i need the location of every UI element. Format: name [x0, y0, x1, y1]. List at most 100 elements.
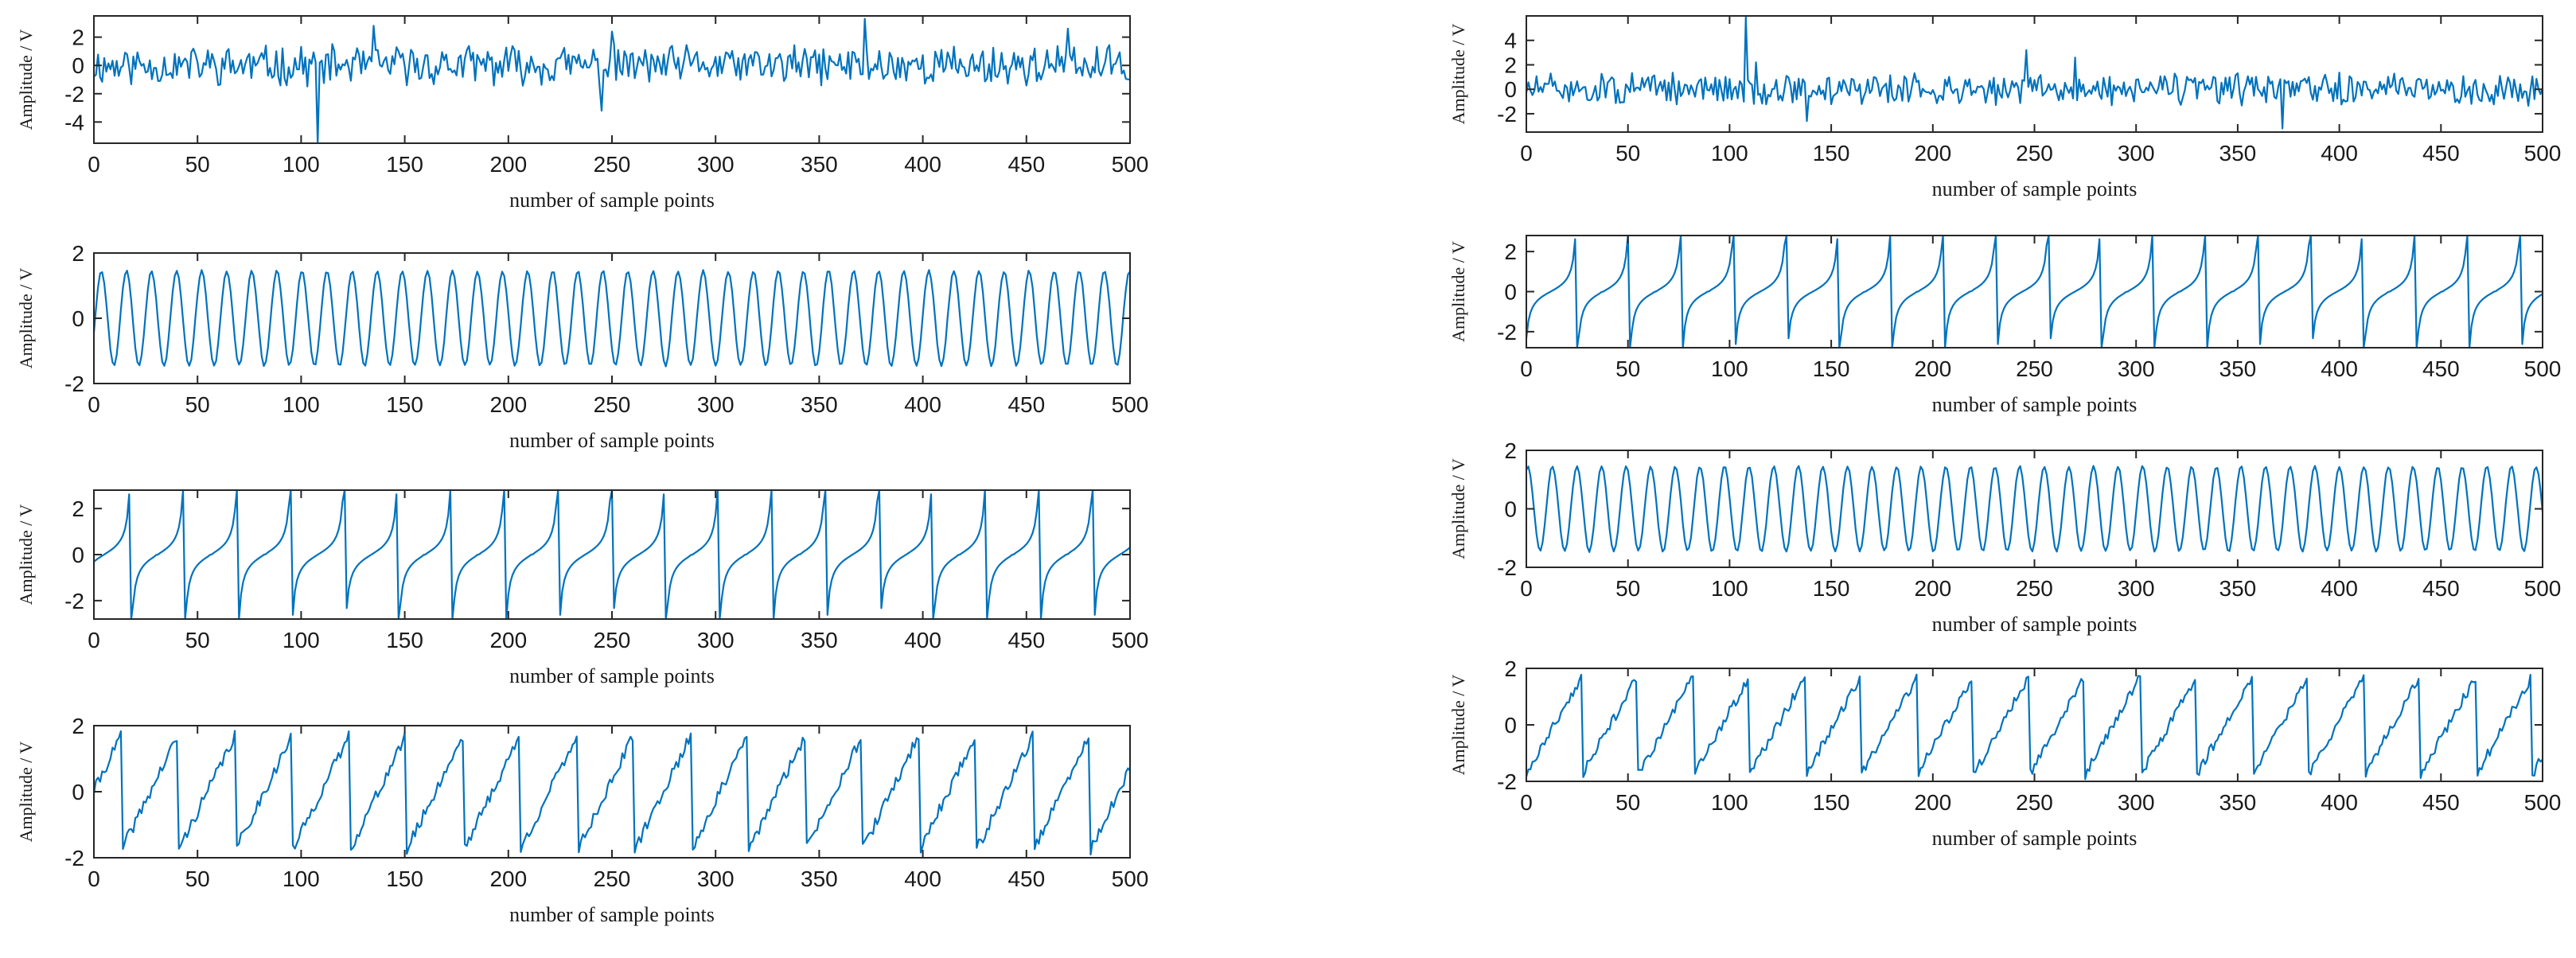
x-tick-label: 200: [1914, 356, 1951, 381]
x-tick-label: 400: [904, 392, 941, 417]
x-tick-label: 250: [594, 866, 631, 891]
x-tick-label: 400: [904, 628, 941, 652]
y-tick-label: 0: [1504, 497, 1517, 522]
x-tick-label: 200: [489, 152, 527, 177]
x-tick-label: 400: [2321, 141, 2358, 166]
x-tick-label: 400: [2321, 576, 2358, 601]
x-tick-label: 50: [185, 152, 210, 177]
series-line: [92, 730, 1131, 856]
x-tick-label: 400: [2321, 790, 2358, 815]
x-tick-label: 150: [386, 866, 423, 891]
x-tick-label: 0: [88, 152, 100, 177]
subplot-left-4: 0 50 100 150 200 250 300 350 400 450 50020-2number…: [16, 714, 1148, 926]
x-tick-label: 50: [1615, 790, 1640, 815]
x-tick-label: 300: [697, 628, 735, 652]
x-tick-label: 250: [2016, 141, 2053, 166]
x-tick-label: 150: [386, 152, 423, 177]
x-axis-label: number of sample points: [1932, 827, 2138, 850]
x-tick-label: 350: [2219, 141, 2257, 166]
series-line: [1525, 16, 2544, 130]
x-tick-label: 50: [1615, 141, 1640, 166]
x-tick-label: 300: [697, 866, 735, 891]
x-tick-label: 450: [1007, 392, 1045, 417]
x-tick-label: 0: [88, 866, 100, 891]
x-tick-label: 450: [2422, 576, 2460, 601]
x-tick-label: 350: [801, 152, 838, 177]
x-tick-label: 100: [283, 866, 320, 891]
x-tick-label: 150: [1813, 356, 1850, 381]
series-line: [93, 489, 1131, 621]
y-tick-label: 2: [1504, 438, 1517, 463]
x-tick-label: 500: [1112, 628, 1149, 652]
plot-frame: [1526, 450, 2543, 568]
y-tick-label: -2: [64, 846, 84, 870]
y-tick-label: 0: [72, 306, 84, 331]
x-tick-label: 100: [1711, 141, 1748, 166]
subplot-right-3: 0 50 100 150 200 250 300 350 400 450 50020-2number…: [1448, 438, 2561, 636]
x-tick-label: 50: [185, 628, 210, 652]
x-tick-label: 150: [386, 628, 423, 652]
series-line: [1526, 465, 2544, 553]
x-tick-label: 450: [2422, 790, 2460, 815]
subplot-right-1: 0 50 100 150 200 250 300 350 400 450 500420-2numbe…: [1448, 15, 2562, 201]
x-tick-label: 50: [185, 392, 210, 417]
y-tick-label: -2: [1497, 769, 1517, 794]
x-tick-label: 400: [904, 866, 941, 891]
y-tick-label: 0: [72, 780, 84, 804]
plot-frame: [1526, 15, 2543, 133]
series-line: [1525, 234, 2543, 349]
x-tick-label: 200: [489, 866, 527, 891]
y-tick-label: 2: [72, 714, 84, 738]
x-tick-label: 300: [697, 392, 735, 417]
subplot-right-2: 0 50 100 150 200 250 300 350 400 450 50020-2number…: [1448, 234, 2561, 416]
x-tick-label: 300: [2118, 356, 2155, 381]
subplot-left-1: 0 50 100 150 200 250 300 350 400 450 500 2 0 -2 -4 numb…: [16, 15, 1148, 212]
y-tick-label: 2: [72, 25, 84, 50]
x-tick-label: 300: [2118, 576, 2155, 601]
x-tick-label: 450: [2422, 141, 2460, 166]
y-tick-label: -2: [64, 589, 84, 613]
x-tick-label: 0: [1520, 790, 1533, 815]
x-axis-label: number of sample points: [509, 429, 715, 452]
y-tick-label: -4: [64, 110, 84, 134]
x-tick-label: 350: [801, 392, 838, 417]
x-axis-label: number of sample points: [509, 189, 715, 212]
y-tick-label: -2: [1497, 320, 1517, 345]
x-tick-label: 500: [1112, 392, 1149, 417]
x-tick-label: 100: [283, 628, 320, 652]
x-tick-label: 100: [283, 152, 320, 177]
x-tick-label: 200: [1914, 790, 1951, 815]
x-tick-label: 250: [594, 392, 631, 417]
x-tick-label: 450: [1007, 152, 1045, 177]
x-tick-label: 100: [283, 392, 320, 417]
y-axis-label: Amplitude / V: [16, 504, 36, 606]
x-tick-label: 100: [1711, 356, 1748, 381]
x-tick-label: 300: [2118, 141, 2155, 166]
x-tick-label: 50: [1615, 356, 1640, 381]
x-tick-label: 250: [594, 628, 631, 652]
x-tick-label: 0: [88, 628, 100, 652]
x-tick-label: 200: [489, 628, 527, 652]
x-tick-label: 350: [801, 866, 838, 891]
x-axis-label: number of sample points: [509, 664, 715, 687]
x-tick-label: 0: [88, 392, 100, 417]
x-tick-label: 150: [1813, 790, 1850, 815]
y-tick-label: 2: [72, 497, 84, 521]
plot-frame: [93, 252, 1131, 384]
series-line: [93, 18, 1131, 145]
y-axis-label: Amplitude / V: [16, 742, 36, 843]
y-tick-label: 0: [1504, 713, 1517, 738]
x-tick-label: 250: [2016, 356, 2053, 381]
y-axis-label: Amplitude / V: [16, 29, 36, 130]
x-tick-label: 200: [1914, 141, 1951, 166]
x-tick-label: 150: [1813, 576, 1850, 601]
x-axis-label: number of sample points: [1932, 613, 2138, 636]
x-tick-label: 150: [1813, 141, 1850, 166]
x-tick-label: 500: [2524, 141, 2562, 166]
x-tick-label: 400: [2321, 356, 2358, 381]
y-axis-label: Amplitude / V: [16, 268, 36, 369]
x-tick-label: 200: [1914, 576, 1951, 601]
y-tick-label: -2: [1497, 555, 1517, 580]
series-line: [92, 269, 1131, 368]
x-tick-label: 0: [1520, 576, 1533, 601]
